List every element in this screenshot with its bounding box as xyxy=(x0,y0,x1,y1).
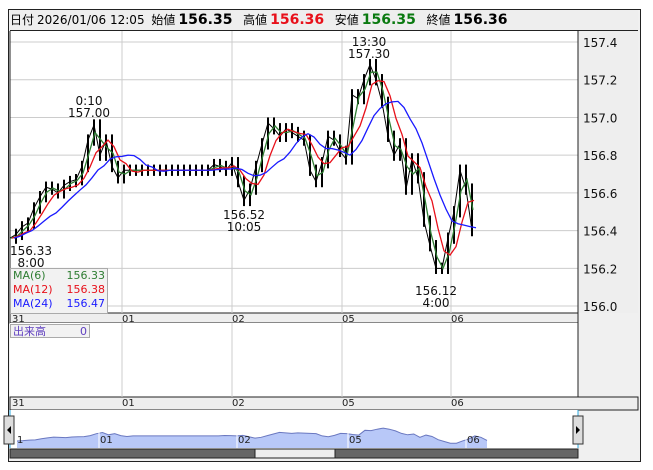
navigator-label: 01 xyxy=(100,435,113,446)
x-axis-strip-2 xyxy=(9,396,639,411)
legend-ma24: MA(24) 156.47 xyxy=(13,297,105,310)
y-tick-label: 157.0 xyxy=(583,111,617,125)
x-tick-label: 02 xyxy=(232,314,245,325)
x-tick-label: 02 xyxy=(232,398,245,409)
y-axis-area xyxy=(578,31,638,313)
x-tick-label: 31 xyxy=(12,314,25,325)
y-tick-label: 156.4 xyxy=(583,225,617,239)
x-tick-label: 05 xyxy=(342,398,355,409)
open-label: 始値 xyxy=(151,13,176,27)
arrow-right-icon xyxy=(576,426,580,434)
y-tick-label: 156.2 xyxy=(583,262,617,276)
scrollbar-thumb[interactable] xyxy=(254,448,336,459)
ma24-line xyxy=(13,100,477,239)
ma-legend: MA(6) 156.33 MA(12) 156.38 MA(24) 156.47 xyxy=(10,268,108,314)
navigator-label: 05 xyxy=(349,435,362,446)
annotation-high-2: 13:30 157.30 xyxy=(348,35,390,61)
datetime-value: 2026/01/06 12:05 xyxy=(37,13,145,27)
volume-pane xyxy=(10,323,578,397)
high-value: 156.36 xyxy=(270,12,325,28)
legend-ma12: MA(12) 156.38 xyxy=(13,283,105,296)
annotation-low-1: 156.33 8:00 xyxy=(10,244,52,270)
x-axis-strip xyxy=(9,312,579,324)
navigator-label: 1 xyxy=(17,435,23,446)
close-label: 終値 xyxy=(426,13,451,27)
ma6-line xyxy=(10,71,474,270)
navigator-label: 06 xyxy=(467,435,480,446)
volume-legend: 出来高 0 xyxy=(10,324,90,338)
open-value: 156.35 xyxy=(178,12,233,28)
low-value: 156.35 xyxy=(361,12,416,28)
x-tick-label: 06 xyxy=(451,398,464,409)
x-tick-label: 31 xyxy=(12,398,25,409)
navigator-line xyxy=(16,427,488,444)
annotation-low-3: 156.12 4:00 xyxy=(415,284,457,310)
legend-ma6: MA(6) 156.33 xyxy=(13,269,105,282)
x-tick-label: 01 xyxy=(122,398,135,409)
high-label: 高値 xyxy=(243,13,268,27)
y-tick-label: 156.6 xyxy=(583,187,617,201)
annotation-high-1: 0:10 157.00 xyxy=(68,94,110,120)
x-tick-label: 06 xyxy=(451,314,464,325)
x-tick-label: 05 xyxy=(342,314,355,325)
price-line xyxy=(9,63,473,269)
y-tick-label: 157.2 xyxy=(583,74,617,88)
x-tick-label: 01 xyxy=(122,314,135,325)
navigator-label: 02 xyxy=(238,435,251,446)
close-value: 156.36 xyxy=(453,12,508,28)
ma12-line xyxy=(11,79,475,257)
date-label: 日付 xyxy=(10,13,35,27)
y-tick-label: 156.8 xyxy=(583,149,617,163)
low-label: 安値 xyxy=(334,13,359,27)
y-tick-label: 156.0 xyxy=(583,300,617,314)
y-tick-label: 157.4 xyxy=(583,36,617,50)
plot-area xyxy=(10,31,578,313)
annotation-low-2: 156.52 10:05 xyxy=(223,208,265,234)
ohlc-header: 日付 2026/01/06 12:05 始値 156.35 高値 156.36 安値 1… xyxy=(10,10,638,31)
navigator-area xyxy=(17,428,487,448)
arrow-left-icon xyxy=(7,426,11,434)
